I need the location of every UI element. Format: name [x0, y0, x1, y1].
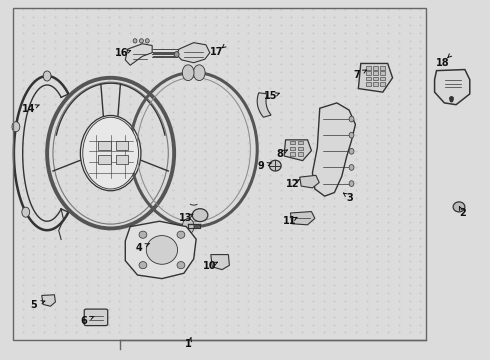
- Text: 2: 2: [459, 208, 466, 218]
- Bar: [298, 147, 303, 150]
- Polygon shape: [435, 69, 470, 105]
- Polygon shape: [313, 103, 355, 196]
- Bar: [373, 71, 378, 75]
- Polygon shape: [125, 44, 152, 65]
- Ellipse shape: [349, 148, 354, 154]
- Text: 14: 14: [22, 104, 36, 114]
- Polygon shape: [42, 295, 55, 306]
- Ellipse shape: [174, 51, 179, 57]
- Text: 8: 8: [277, 149, 284, 159]
- Ellipse shape: [349, 132, 354, 138]
- Bar: [291, 141, 295, 144]
- Text: 3: 3: [347, 193, 353, 203]
- Ellipse shape: [349, 165, 354, 170]
- Text: 17: 17: [210, 47, 224, 57]
- Text: 4: 4: [136, 243, 143, 253]
- Ellipse shape: [83, 117, 139, 189]
- Polygon shape: [358, 63, 392, 92]
- Ellipse shape: [453, 202, 465, 212]
- Ellipse shape: [22, 207, 30, 217]
- Text: 12: 12: [286, 179, 299, 189]
- Ellipse shape: [139, 262, 147, 269]
- Polygon shape: [300, 175, 319, 188]
- Polygon shape: [257, 93, 271, 117]
- Bar: [116, 140, 128, 149]
- Ellipse shape: [146, 39, 149, 43]
- Ellipse shape: [133, 39, 137, 43]
- Text: 7: 7: [353, 70, 360, 80]
- Bar: [98, 140, 111, 149]
- Ellipse shape: [182, 219, 194, 234]
- Ellipse shape: [177, 231, 185, 238]
- Ellipse shape: [194, 65, 205, 81]
- Text: 6: 6: [80, 316, 87, 325]
- Ellipse shape: [349, 181, 354, 186]
- Polygon shape: [176, 42, 210, 63]
- Text: 10: 10: [203, 261, 217, 271]
- Bar: [366, 82, 370, 86]
- Text: 1: 1: [185, 339, 192, 349]
- Ellipse shape: [139, 231, 147, 238]
- Polygon shape: [284, 140, 312, 161]
- Text: 13: 13: [179, 213, 192, 223]
- Text: 5: 5: [30, 300, 37, 310]
- Bar: [380, 77, 385, 80]
- Bar: [291, 152, 295, 156]
- Bar: [298, 152, 303, 156]
- Bar: [116, 155, 128, 164]
- Text: 18: 18: [436, 58, 449, 68]
- Polygon shape: [125, 221, 196, 279]
- Bar: [291, 147, 295, 150]
- FancyBboxPatch shape: [84, 309, 108, 325]
- Text: 16: 16: [115, 48, 128, 58]
- Bar: [366, 77, 370, 80]
- Ellipse shape: [270, 160, 281, 171]
- Bar: [373, 82, 378, 86]
- Ellipse shape: [147, 235, 177, 264]
- Bar: [298, 141, 303, 144]
- Bar: [366, 71, 370, 75]
- Ellipse shape: [182, 65, 194, 81]
- Bar: [380, 82, 385, 86]
- Ellipse shape: [12, 122, 20, 132]
- Ellipse shape: [349, 116, 354, 122]
- Text: 9: 9: [258, 161, 265, 171]
- Polygon shape: [291, 212, 315, 225]
- Bar: [366, 66, 370, 69]
- Bar: [373, 77, 378, 80]
- Ellipse shape: [43, 71, 51, 81]
- Bar: [380, 66, 385, 69]
- Text: 11: 11: [283, 216, 296, 226]
- Polygon shape: [211, 255, 229, 270]
- Text: 15: 15: [264, 91, 278, 102]
- Ellipse shape: [177, 262, 185, 269]
- Ellipse shape: [140, 39, 144, 43]
- Bar: [373, 66, 378, 69]
- Bar: [380, 71, 385, 75]
- Bar: [98, 155, 111, 164]
- Ellipse shape: [192, 209, 208, 222]
